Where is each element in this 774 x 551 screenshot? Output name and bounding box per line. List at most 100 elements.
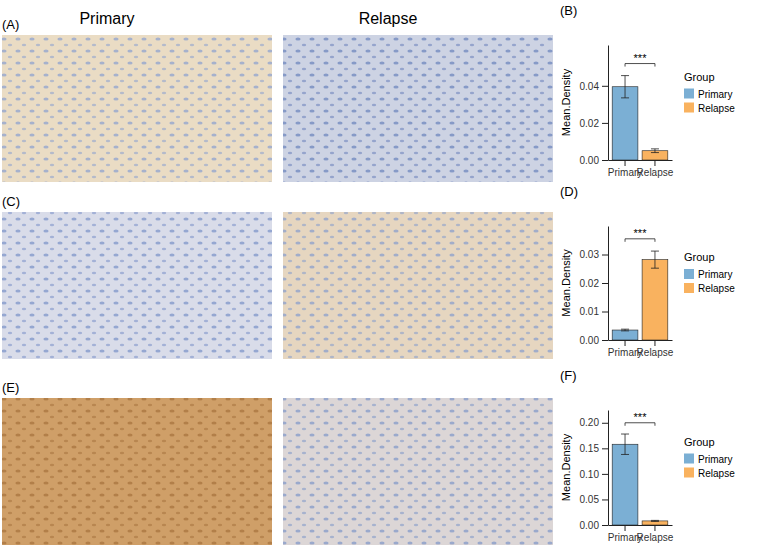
- tick-label: 0.00: [580, 155, 600, 166]
- legend-swatch: [684, 454, 694, 464]
- axis-line: [609, 340, 673, 341]
- tick: 0.01: [580, 306, 608, 317]
- axis-title: Mean.Density: [560, 249, 572, 317]
- bar: [612, 330, 638, 340]
- tick: Relapse: [637, 340, 674, 358]
- tick-label: 0.20: [580, 417, 600, 428]
- error-bar: [651, 251, 659, 268]
- tick-mark: [602, 86, 608, 87]
- tick-mark: [602, 474, 608, 475]
- significance-bracket: [625, 239, 655, 242]
- plot-area: [612, 251, 668, 340]
- tick-mark: [625, 340, 626, 346]
- tick: 0.00: [580, 155, 608, 166]
- tick-mark: [602, 499, 608, 500]
- tick-mark: [654, 160, 655, 166]
- error-bar: [621, 434, 629, 454]
- micrograph: [283, 35, 553, 182]
- micrograph: [283, 212, 553, 359]
- tick-mark: [654, 340, 655, 346]
- tick-mark: [602, 525, 608, 526]
- column-title: Relapse: [359, 10, 418, 27]
- tick-label: 0.00: [580, 335, 600, 346]
- legend: Group Primary Relapse: [684, 71, 735, 114]
- legend-swatch: [684, 89, 694, 99]
- panel-label: (D): [560, 184, 578, 199]
- tick-label: Relapse: [637, 167, 674, 178]
- legend-title: Group: [684, 71, 715, 83]
- tick-mark: [602, 312, 608, 313]
- axis-title: Mean.Density: [560, 433, 572, 501]
- micrograph: [2, 35, 272, 182]
- error-bar: [621, 76, 629, 98]
- bar: [642, 521, 668, 525]
- tick-label: 0.05: [580, 494, 600, 505]
- axis-title: Mean.Density: [560, 68, 572, 136]
- micrograph: [2, 212, 272, 359]
- legend-swatch: [684, 269, 694, 279]
- tick: 0.00: [580, 520, 608, 531]
- tick-mark: [602, 160, 608, 161]
- tick: 0.20: [580, 417, 608, 428]
- bar: [642, 260, 668, 340]
- tick-label: 0.01: [580, 306, 600, 317]
- legend-label: Relapse: [698, 283, 735, 294]
- significance-label: ***: [634, 411, 648, 423]
- tick-mark: [625, 160, 626, 166]
- bar-chart: (F)0.000.050.100.150.20PrimaryRelapseMea…: [560, 368, 735, 543]
- significance-label: ***: [634, 227, 648, 239]
- x-axis: PrimaryRelapse: [608, 340, 674, 358]
- plot-area: [612, 434, 668, 525]
- micrograph: [283, 398, 553, 545]
- tick-mark: [602, 423, 608, 424]
- tick-label: 0.15: [580, 443, 600, 454]
- legend-swatch: [684, 103, 694, 113]
- legend: GroupPrimaryRelapse: [684, 436, 735, 479]
- bar: [612, 444, 638, 525]
- tick: 0.15: [580, 443, 608, 454]
- tick-label: Relapse: [637, 532, 674, 543]
- tick: 0.02: [580, 118, 608, 129]
- legend-label: Primary: [698, 89, 732, 100]
- tick-mark: [602, 340, 608, 341]
- tick-mark: [602, 255, 608, 256]
- tick: 0.00: [580, 335, 608, 346]
- micrograph: [2, 398, 272, 545]
- error-bar: [651, 149, 659, 153]
- tick: 0.02: [580, 278, 608, 289]
- x-axis: PrimaryRelapse: [608, 160, 674, 178]
- tick: Relapse: [637, 525, 674, 543]
- panel-label: (A): [2, 17, 19, 32]
- legend-title: Group: [684, 436, 715, 448]
- y-axis: 0.00 0.05 0.10 0.15 0.20: [580, 411, 609, 531]
- panel-label: (E): [2, 380, 19, 395]
- tick-label: 0.04: [580, 81, 600, 92]
- error-bar: [621, 329, 629, 331]
- tick-mark: [602, 123, 608, 124]
- plot-area: [612, 76, 668, 160]
- bar-chart: (B)0.000.020.04PrimaryRelapseMean.Densit…: [560, 3, 735, 178]
- error-bar: [651, 520, 659, 521]
- legend-label: Relapse: [698, 103, 735, 114]
- tick: 0.03: [580, 249, 608, 260]
- legend-label: Primary: [698, 454, 732, 465]
- significance-label: ***: [634, 52, 648, 64]
- tick: 0.05: [580, 494, 608, 505]
- tick-label: 0.03: [580, 249, 600, 260]
- tick-mark: [602, 283, 608, 284]
- axis-line: [609, 525, 673, 526]
- legend: GroupPrimaryRelapse: [684, 251, 735, 294]
- tick-label: Relapse: [637, 347, 674, 358]
- tick: Relapse: [637, 160, 674, 178]
- axis-line: [608, 227, 609, 341]
- tick-mark: [602, 448, 608, 449]
- x-axis: PrimaryRelapse: [608, 525, 674, 543]
- tick-label: 0.02: [580, 278, 600, 289]
- panel-label: (C): [2, 194, 20, 209]
- tick: 0.04: [580, 81, 608, 92]
- legend-title: Group: [684, 251, 715, 263]
- tick: 0.10: [580, 469, 608, 480]
- tick-label: 0.02: [580, 118, 600, 129]
- axis-line: [609, 160, 673, 161]
- tick-mark: [625, 525, 626, 531]
